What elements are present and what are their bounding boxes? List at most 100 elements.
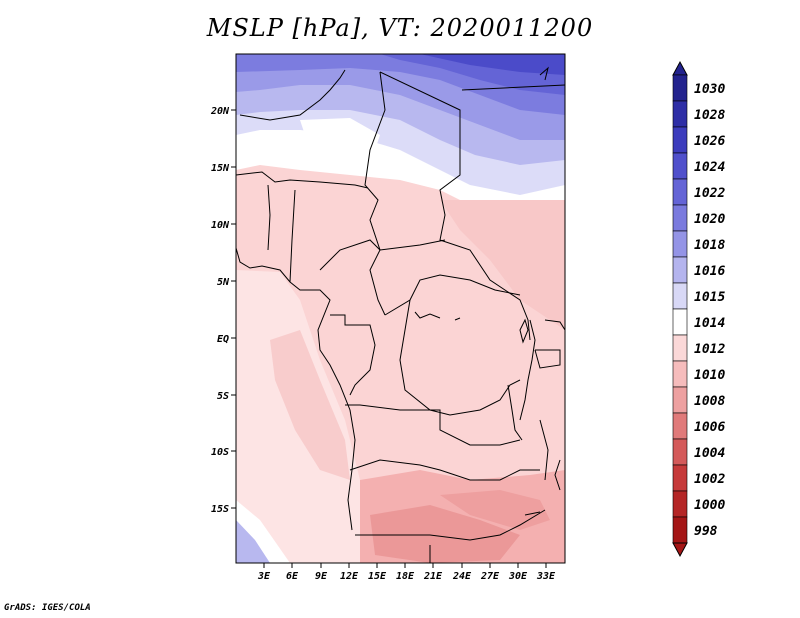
lon-label: 6E [286, 571, 299, 582]
pressure-band-sw-1016 [236, 520, 270, 563]
lat-label: 15N [211, 163, 230, 174]
lon-label: 9E [315, 571, 328, 582]
lon-label: 30E [508, 571, 528, 582]
lat-label: EQ [217, 334, 229, 345]
colorbar-top-arrow [672, 60, 688, 76]
colorbar-label: 1010 [694, 368, 725, 383]
lat-label: 15S [211, 504, 229, 515]
lon-label: 33E [536, 571, 556, 582]
high-pressure-patch [300, 118, 380, 150]
border-east [379, 71, 531, 341]
map-frame [235, 53, 566, 564]
colorbar-cells [672, 74, 688, 544]
colorbar-cell [672, 516, 688, 544]
colorbar-label: 1014 [694, 316, 725, 331]
colorbar-cell [672, 282, 688, 310]
colorbar-label: 1018 [694, 238, 725, 253]
colorbar-label: 1015 [694, 290, 725, 305]
political-boundaries [236, 66, 565, 563]
coastal-pressure-zone [270, 330, 350, 480]
lake-malawi [539, 419, 549, 481]
pressure-band-1008-east [440, 490, 550, 530]
border-central-2 [379, 239, 446, 251]
colorbar-cell [672, 412, 688, 440]
colorbar-label: 1030 [694, 82, 725, 97]
pressure-band-1024 [420, 54, 565, 75]
lake-victoria [534, 349, 561, 369]
colorbar-label: 1004 [694, 446, 725, 461]
colorbar-label: 1028 [694, 108, 725, 123]
colorbar-cell [672, 438, 688, 466]
colorbar-labels: 1030 1028 1026 1024 1022 1020 1018 1016 … [694, 82, 725, 539]
border-west-1 [267, 184, 271, 251]
colorbar-cell [672, 308, 688, 336]
colorbar-label: 1000 [694, 498, 725, 513]
lat-label: 5S [217, 391, 229, 402]
border-northeast [461, 84, 565, 91]
lon-label: 12E [340, 571, 359, 582]
lat-ticks [231, 109, 236, 509]
colorbar-cell [672, 334, 688, 362]
lon-label: 3E [257, 571, 271, 582]
pressure-field [236, 54, 565, 563]
colorbar-cell [672, 204, 688, 232]
border-west-2 [289, 189, 296, 283]
border-central-1 [319, 239, 381, 271]
map-title: MSLP [hPa], VT: 2020011200 [206, 14, 594, 42]
congo-river [414, 311, 461, 321]
border-namibia [355, 509, 546, 541]
colorbar-cell [672, 178, 688, 206]
border-zimbabwe [524, 511, 541, 516]
pressure-band-1008 [370, 505, 520, 563]
colorbar-cell [672, 230, 688, 258]
colorbar: 1030 1028 1026 1024 1022 1020 1018 1016 … [672, 60, 725, 558]
colorbar-cell [672, 74, 688, 102]
border-angola-south [349, 459, 540, 481]
colorbar-cell [672, 256, 688, 284]
border-sahel [236, 171, 369, 189]
colorbar-label: 1008 [694, 394, 725, 409]
red-sea-coast [539, 66, 549, 81]
west-coastline [236, 247, 356, 531]
lon-label: 18E [396, 571, 415, 582]
colorbar-label: 1006 [694, 420, 725, 435]
colorbar-cell [672, 386, 688, 414]
border-lake-victoria-north [544, 319, 565, 331]
colorbar-label: 1020 [694, 212, 725, 227]
lake-albert [519, 318, 529, 344]
border-rift [519, 319, 536, 421]
colorbar-cell [672, 490, 688, 518]
colorbar-cell [672, 152, 688, 180]
colorbar-cell [672, 464, 688, 492]
lat-label: 10N [211, 220, 230, 231]
colorbar-label: 1026 [694, 134, 725, 149]
colorbar-cell [672, 126, 688, 154]
lat-label: 20N [210, 106, 230, 117]
colorbar-label: 1022 [694, 186, 725, 201]
colorbar-label: 1024 [694, 160, 725, 175]
lon-label: 21E [423, 571, 443, 582]
lat-label: 10S [211, 447, 229, 458]
colorbar-label: 1002 [694, 472, 725, 487]
lon-label: 15E [368, 571, 387, 582]
lat-labels: 20N 15N 10N 5N EQ 5S 10S 15S [210, 106, 230, 515]
colorbar-bottom-arrow [672, 542, 688, 558]
lon-ticks [263, 563, 547, 568]
border-angola-north [345, 404, 521, 446]
colorbar-cell [672, 100, 688, 128]
border-gabon [330, 314, 376, 396]
lake-tanganyika [507, 384, 523, 441]
lon-label: 24E [452, 571, 472, 582]
pressure-band-east [440, 200, 565, 330]
lon-label: 27E [480, 571, 500, 582]
lon-labels: 3E 6E 9E 12E 15E 18E 21E 24E 27E 30E 33E [257, 571, 556, 582]
colorbar-label: 1012 [694, 342, 725, 357]
grads-credit: GrADS: IGES/COLA [4, 603, 91, 613]
border-northwest [239, 69, 346, 121]
lat-label: 5N [217, 277, 230, 288]
border-north-central [364, 71, 386, 316]
colorbar-label: 1016 [694, 264, 725, 279]
border-mozambique [554, 459, 561, 491]
colorbar-cell [672, 360, 688, 388]
